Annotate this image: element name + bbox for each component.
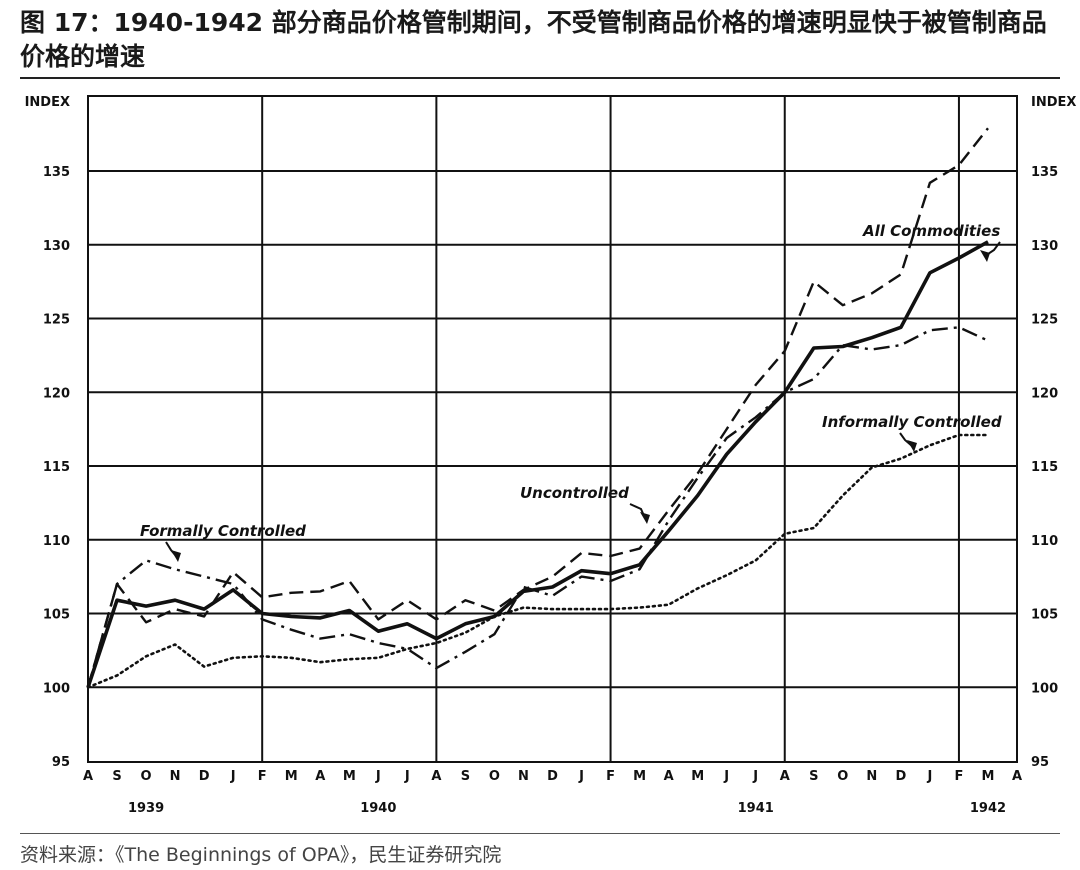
y-axis-title: INDEX <box>25 95 70 110</box>
y-tick-label: 115 <box>43 460 70 475</box>
x-tick-label: M <box>633 769 646 784</box>
x-tick-label: N <box>866 769 877 784</box>
x-tick-label: J <box>723 769 729 784</box>
x-tick-label: M <box>343 769 356 784</box>
x-tick-label: F <box>954 769 963 784</box>
arrow-head <box>980 250 990 262</box>
y-tick-label: 100 <box>1031 681 1058 696</box>
y-tick-label: 110 <box>1031 534 1058 549</box>
series-lines <box>86 127 990 689</box>
y-tick-label: 125 <box>1031 313 1058 328</box>
y-tick-label: 120 <box>1031 386 1058 401</box>
x-tick-label: J <box>230 769 236 784</box>
y-tick-label: 130 <box>1031 239 1058 254</box>
x-tick-label: A <box>315 769 325 784</box>
x-tick-label: J <box>578 769 584 784</box>
x-tick-label: O <box>489 769 500 784</box>
y-tick-label: 120 <box>43 386 70 401</box>
y-tick-label: 135 <box>43 165 70 180</box>
x-tick-label: M <box>285 769 298 784</box>
x-tick-label: J <box>404 769 410 784</box>
source-note: 资料来源：《The Beginnings of OPA》，民生证券研究院 <box>20 844 502 866</box>
price-index-chart: 95 100 105 110 115 120 125 130 135 INDEX 95 100 105… <box>25 95 1076 816</box>
y-tick-label: 95 <box>1031 755 1049 770</box>
y-tick-label: 95 <box>52 755 70 770</box>
annotation-informally-controlled: Informally Controlled <box>822 413 1002 431</box>
y-axis-right: 95 100 105 110 115 120 125 130 135 INDEX <box>1031 95 1076 770</box>
series-line-formally-controlled <box>86 326 989 688</box>
x-tick-label: F <box>606 769 615 784</box>
x-tick-label: J <box>926 769 932 784</box>
x-tick-label: J <box>375 769 381 784</box>
series-line-informally-controlled <box>86 433 990 689</box>
y-tick-label: 115 <box>1031 460 1058 475</box>
x-tick-label: N <box>518 769 529 784</box>
grid-lines <box>87 95 1018 763</box>
title-underline <box>20 77 1060 79</box>
series-line-all-commodities <box>86 240 989 688</box>
arrow-head <box>640 512 650 524</box>
x-tick-label: D <box>547 769 558 784</box>
annotation-formally-controlled: Formally Controlled <box>140 522 306 540</box>
figure-title: 图 17：1940-1942 部分商品价格管制期间，不受管制商品价格的增速明显快… <box>20 8 1047 71</box>
y-tick-label: 110 <box>43 534 70 549</box>
x-year-label: 1942 <box>970 801 1006 816</box>
arrow-head <box>907 440 917 452</box>
x-tick-label: A <box>780 769 790 784</box>
x-tick-label: S <box>809 769 818 784</box>
annotation-all-commodities: All Commodities <box>862 222 1000 240</box>
plot-frame <box>87 95 1018 763</box>
x-tick-label: M <box>982 769 995 784</box>
x-year-label: 1939 <box>128 801 164 816</box>
arrow-head <box>171 550 181 562</box>
x-tick-label: M <box>691 769 704 784</box>
y-tick-label: 135 <box>1031 165 1058 180</box>
x-tick-label: A <box>83 769 93 784</box>
x-tick-label: O <box>837 769 848 784</box>
y-tick-label: 105 <box>43 608 70 623</box>
y-tick-label: 105 <box>1031 608 1058 623</box>
x-tick-label: N <box>170 769 181 784</box>
annotation-uncontrolled: Uncontrolled <box>520 484 629 502</box>
series-annotations: All Commodities Uncontrolled Formally Cont… <box>140 222 1002 562</box>
x-tick-label: S <box>461 769 470 784</box>
x-tick-label: D <box>199 769 210 784</box>
y-tick-label: 100 <box>43 681 70 696</box>
y-axis-title: INDEX <box>1031 95 1076 110</box>
y-axis-left: 95 100 105 110 115 120 125 130 135 INDEX <box>25 95 70 770</box>
x-tick-label: D <box>895 769 906 784</box>
y-tick-label: 125 <box>43 313 70 328</box>
x-tick-label: A <box>431 769 441 784</box>
x-axis: A S O N D J F M A M J J A S O N D J F M A M J J A S O N D J F M A 1939 194… <box>83 769 1022 816</box>
x-tick-label: J <box>752 769 758 784</box>
x-tick-label: A <box>1012 769 1022 784</box>
series-line-uncontrolled <box>86 127 989 688</box>
source-divider <box>20 833 1060 834</box>
x-tick-label: O <box>141 769 152 784</box>
x-tick-label: S <box>112 769 121 784</box>
x-tick-label: A <box>664 769 674 784</box>
x-tick-label: F <box>258 769 267 784</box>
y-tick-label: 130 <box>43 239 70 254</box>
x-year-label: 1941 <box>738 801 774 816</box>
x-year-label: 1940 <box>360 801 396 816</box>
